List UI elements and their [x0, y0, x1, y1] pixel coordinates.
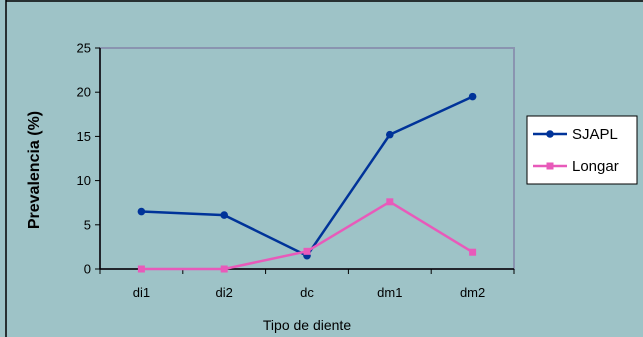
x-tick-label: di1	[133, 285, 150, 300]
legend-marker-sjapl	[546, 130, 554, 138]
series-layer	[137, 92, 477, 273]
x-tick-label: di2	[216, 285, 233, 300]
y-tick-label: 10	[77, 173, 91, 188]
legend-label-sjapl: SJAPL	[572, 126, 618, 143]
y-axis-title: Prevalencia (%)	[26, 111, 43, 229]
legend-item-sjapl: SJAPL	[533, 126, 618, 143]
legend: SJAPL Longar	[526, 115, 638, 185]
x-tick-label: dc	[300, 285, 314, 300]
x-axis-title: Tipo de diente	[263, 317, 351, 333]
legend-items: SJAPL Longar	[533, 126, 619, 175]
legend-label-longar: Longar	[572, 158, 619, 175]
plot-area	[99, 47, 515, 270]
legend-box	[526, 115, 638, 185]
x-tick-label: dm2	[460, 285, 485, 300]
data-point-longar	[386, 198, 394, 206]
data-point-sjapl	[468, 92, 477, 101]
data-point-longar	[469, 248, 477, 256]
y-tick-label: 5	[84, 217, 91, 232]
y-tick-label: 0	[84, 262, 91, 277]
legend-marker-longar	[546, 162, 554, 170]
data-point-sjapl	[386, 130, 394, 139]
data-point-sjapl	[137, 207, 146, 216]
data-point-longar	[137, 265, 145, 273]
y-tick-label: 15	[77, 129, 91, 144]
y-axis: 0 5 10 15 20 25	[77, 41, 101, 277]
data-point-longar	[220, 265, 228, 273]
data-point-longar	[303, 247, 311, 255]
y-tick-label: 25	[77, 41, 91, 56]
x-tick-label: dm1	[377, 285, 402, 300]
legend-item-longar: Longar	[533, 158, 619, 175]
data-point-sjapl	[220, 211, 228, 219]
y-tick-label: 20	[77, 85, 91, 100]
